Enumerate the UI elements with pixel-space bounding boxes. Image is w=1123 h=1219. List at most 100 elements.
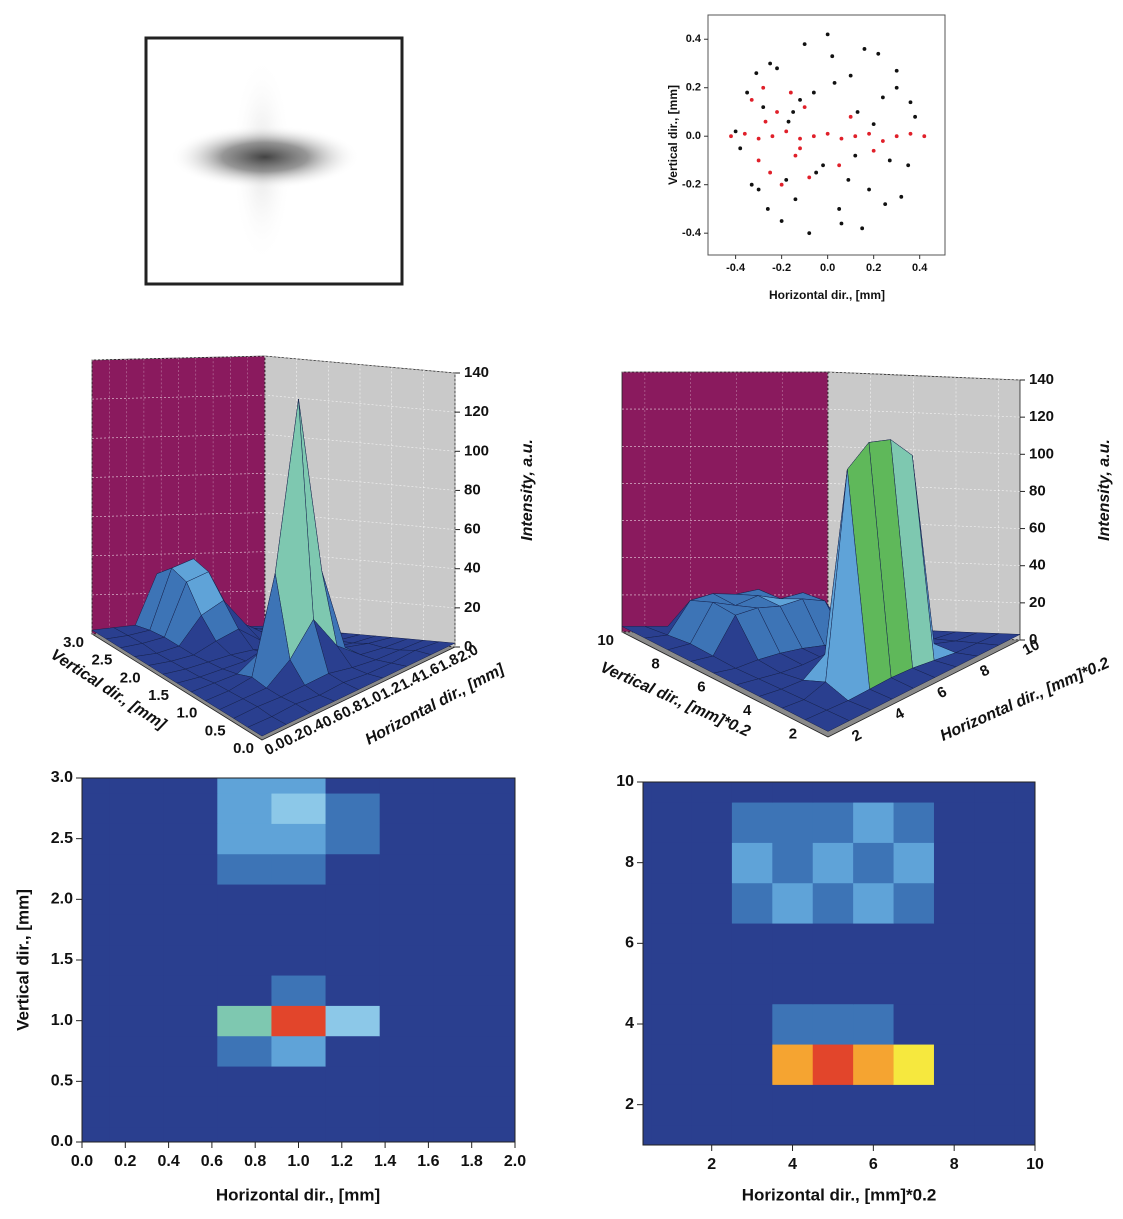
contour-cell (109, 824, 164, 855)
point (734, 129, 738, 133)
point (787, 120, 791, 124)
contour-cell (380, 915, 435, 946)
point (876, 52, 880, 56)
point (807, 231, 811, 235)
contour-cell (271, 975, 326, 1006)
z-tick-label: 40 (464, 560, 481, 577)
point (895, 134, 899, 138)
y-tick-label: -0.4 (682, 227, 702, 239)
point (771, 134, 775, 138)
contour-field (55, 763, 543, 1158)
x-tick-label: 2.0 (504, 1153, 526, 1170)
contour-cell (163, 1036, 218, 1067)
contour-cell (109, 884, 164, 915)
y-tick-label: 4 (625, 1015, 634, 1032)
y-tick-label: 8 (625, 854, 634, 871)
point (830, 54, 834, 58)
point (768, 62, 772, 66)
contour-cell (934, 802, 975, 843)
z-tick-label: 60 (1029, 520, 1046, 537)
x-tick-label: 1.6 (417, 1153, 439, 1170)
contour-cell (217, 1097, 272, 1128)
contour-cell (271, 824, 326, 855)
contour-cell (380, 1097, 435, 1128)
point (791, 110, 795, 114)
contour-cell (813, 964, 854, 1005)
x-axis-label: Horizontal dir., [mm]*0.2 (742, 1185, 937, 1204)
contour-cell (271, 854, 326, 885)
contour-cell (813, 883, 854, 924)
point (738, 146, 742, 150)
point (909, 100, 913, 104)
point (872, 149, 876, 153)
x-tick-label: 0.0 (820, 262, 835, 274)
contour-cell (934, 923, 975, 964)
y-tick-label: 0.2 (686, 82, 701, 94)
contour-cell (651, 1004, 692, 1045)
point (798, 137, 802, 141)
z-tick-label: 20 (1029, 594, 1046, 611)
point (913, 115, 917, 119)
contour-cell (217, 1006, 272, 1037)
contour-cell (326, 1066, 381, 1097)
contour-cell (326, 854, 381, 885)
contour-cell (163, 1097, 218, 1128)
x-tick-label: 0.8 (244, 1153, 266, 1170)
point (745, 91, 749, 95)
point (883, 202, 887, 206)
contour-cell (772, 1085, 813, 1126)
contour-cell (691, 923, 732, 964)
contour-cell (109, 975, 164, 1006)
x-tick-label: 1.0 (287, 1153, 309, 1170)
y-tick-label: 3.0 (63, 634, 84, 651)
y-tick-label: 2.0 (120, 669, 141, 686)
contour-cell (894, 964, 935, 1005)
contour-cell (934, 1085, 975, 1126)
contour-cell (271, 1036, 326, 1067)
contour-cell (434, 975, 489, 1006)
contour-cell (651, 964, 692, 1005)
point (775, 110, 779, 114)
point (807, 176, 811, 180)
x-tick-label: 0.2 (866, 262, 881, 274)
contour-cell (934, 1044, 975, 1085)
contour-cell (732, 843, 773, 884)
point (872, 122, 876, 126)
contour-cell (380, 884, 435, 915)
contour-cell (813, 923, 854, 964)
z-tick-label: 80 (1029, 482, 1046, 499)
contour-cell (853, 843, 894, 884)
contour-cell (651, 802, 692, 843)
contour-cell (271, 1006, 326, 1037)
point (812, 134, 816, 138)
contour-cell (691, 802, 732, 843)
contour-cell (109, 1006, 164, 1037)
y-tick-label: 1.0 (176, 705, 197, 722)
z-tick-label: 120 (464, 403, 489, 420)
contour-cell (974, 1044, 1015, 1085)
x-tick-label: 0.4 (157, 1153, 179, 1170)
contour-cell (691, 1004, 732, 1045)
y-tick-label: 1.0 (51, 1012, 73, 1029)
contour-cell (772, 964, 813, 1005)
contour-cell (934, 883, 975, 924)
x-tick-label: 4 (892, 704, 908, 723)
point (803, 42, 807, 46)
contour-cell (651, 1044, 692, 1085)
contour-cell (380, 1036, 435, 1067)
point (840, 222, 844, 226)
contour-cell (163, 1006, 218, 1037)
x-tick-label: 1.4 (374, 1153, 396, 1170)
contour-cell (326, 1036, 381, 1067)
contour-cell (691, 1085, 732, 1126)
y-tick-label: 0.0 (51, 1133, 73, 1150)
y-tick-label: 3.0 (51, 769, 73, 786)
contour-cell (380, 975, 435, 1006)
contour-cell (813, 802, 854, 843)
point (764, 120, 768, 124)
point (849, 115, 853, 119)
contour-cell (217, 793, 272, 824)
x-tick-label: 1.2 (331, 1153, 353, 1170)
point (826, 32, 830, 36)
z-tick-label: 140 (1029, 371, 1054, 388)
